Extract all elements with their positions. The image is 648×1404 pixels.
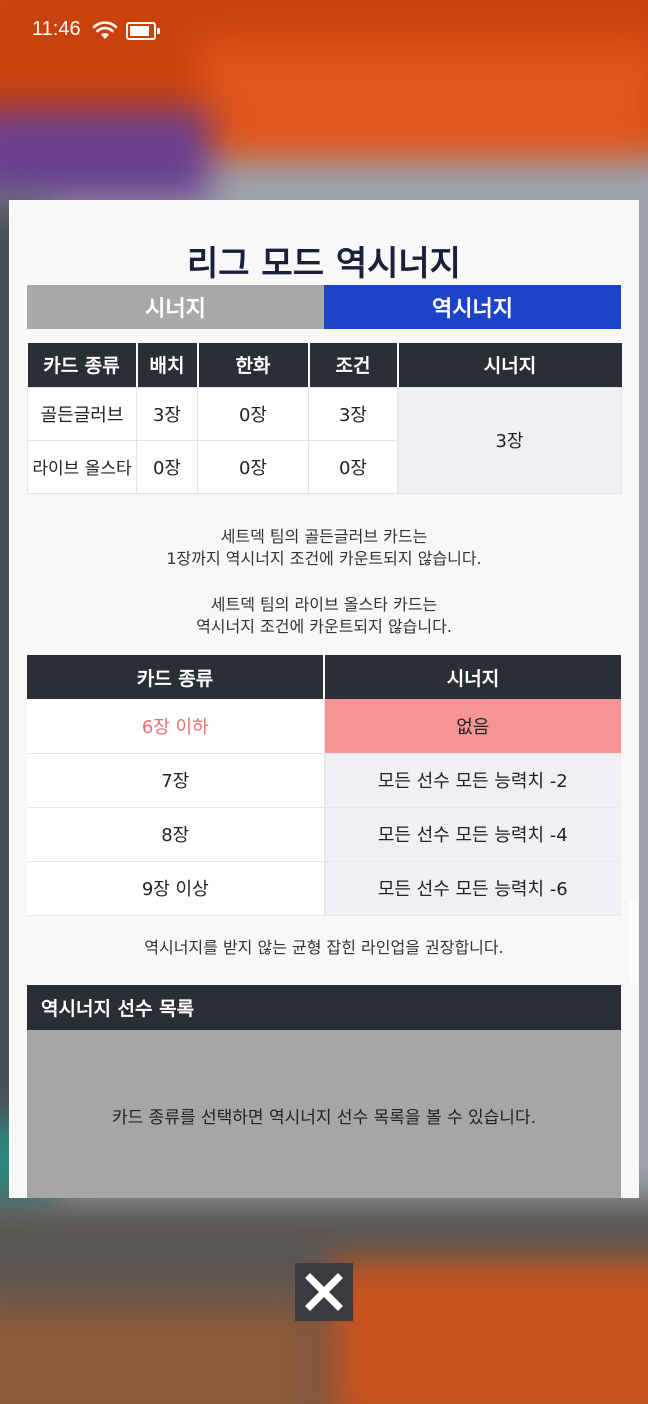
col-hanwha: 한화 — [197, 343, 310, 387]
table-row: 8장 모든 선수 모든 능력치 -4 — [27, 807, 621, 862]
wifi-icon — [92, 21, 118, 39]
reverse-synergy-modal: 리그 모드 역시너지 시너지 역시너지 카드 종류 배치 한화 조건 시너지 골… — [9, 200, 639, 1198]
tab-reverse-synergy[interactable]: 역시너지 — [324, 285, 621, 329]
note-line: 세트덱 팀의 라이브 올스타 카드는 — [210, 595, 438, 614]
condition-cell: 3장 — [308, 386, 398, 441]
effect-cell: 없음 — [324, 699, 621, 754]
battery-icon — [126, 22, 160, 40]
tab-synergy[interactable]: 시너지 — [27, 285, 324, 329]
col-placed: 배치 — [136, 343, 199, 387]
col-card-type: 카드 종류 — [27, 655, 325, 699]
hanwha-cell: 0장 — [197, 439, 309, 494]
placed-cell: 0장 — [136, 439, 198, 494]
col-condition: 조건 — [308, 343, 399, 387]
synergy-total-cell: 3장 — [397, 386, 622, 494]
table-row: 7장 모든 선수 모든 능력치 -2 — [27, 753, 621, 808]
status-time: 11:46 — [32, 18, 81, 40]
card-count-cell: 9장 이상 — [27, 861, 325, 916]
player-list-header: 역시너지 선수 목록 — [27, 985, 621, 1030]
penalty-table: 카드 종류 시너지 6장 이하 없음 7장 모든 선수 모든 능력치 -2 8장… — [27, 655, 621, 916]
card-count-cell: 8장 — [27, 807, 325, 862]
table-row: 9장 이상 모든 선수 모든 능력치 -6 — [27, 861, 621, 916]
table-header-row: 카드 종류 시너지 — [27, 655, 621, 699]
placed-cell: 3장 — [136, 386, 198, 441]
note-line: 역시너지 조건에 카운트되지 않습니다. — [196, 617, 452, 636]
table-row: 골든글러브 3장 0장 3장 3장 — [27, 386, 622, 494]
status-bar: 11:46 — [0, 0, 648, 64]
effect-cell: 모든 선수 모든 능력치 -6 — [324, 861, 621, 916]
note-line: 1장까지 역시너지 조건에 카운트되지 않습니다. — [166, 549, 482, 568]
card-type-cell: 골든글러브 — [27, 386, 137, 441]
card-count-cell: 6장 이하 — [27, 699, 325, 754]
synergy-tabs: 시너지 역시너지 — [27, 285, 621, 329]
effect-cell: 모든 선수 모든 능력치 -2 — [324, 753, 621, 808]
card-type-cell: 라이브 올스타 — [27, 439, 137, 494]
col-card-type: 카드 종류 — [27, 343, 138, 387]
col-synergy: 시너지 — [397, 343, 622, 387]
table-row: 라이브 올스타 0장 0장 0장 — [27, 439, 622, 494]
col-synergy: 시너지 — [324, 655, 621, 699]
all-star-note: 세트덱 팀의 라이브 올스타 카드는 역시너지 조건에 카운트되지 않습니다. — [9, 594, 639, 638]
golden-glove-note: 세트덱 팀의 골든글러브 카드는 1장까지 역시너지 조건에 카운트되지 않습니… — [9, 526, 639, 570]
recommendation-text: 역시너지를 받지 않는 균형 잡힌 라인업을 권장합니다. — [144, 938, 504, 957]
table-row: 6장 이하 없음 — [27, 699, 621, 754]
hanwha-cell: 0장 — [197, 386, 309, 441]
note-line: 세트덱 팀의 골든글러브 카드는 — [220, 527, 428, 546]
table-header-row: 카드 종류 배치 한화 조건 시너지 — [27, 343, 622, 387]
card-count-table: 카드 종류 배치 한화 조건 시너지 골든글러브 3장 0장 3장 3장 라이브… — [27, 343, 622, 494]
card-count-cell: 7장 — [27, 753, 325, 808]
player-list-empty: 카드 종류를 선택하면 역시너지 선수 목록을 볼 수 있습니다. — [27, 1030, 621, 1198]
effect-cell: 모든 선수 모든 능력치 -4 — [324, 807, 621, 862]
close-icon — [305, 1273, 343, 1311]
close-button[interactable] — [295, 1263, 353, 1321]
scrollbar[interactable] — [629, 900, 637, 984]
modal-title: 리그 모드 역시너지 — [187, 244, 461, 284]
condition-cell: 0장 — [308, 439, 398, 494]
empty-message: 카드 종류를 선택하면 역시너지 선수 목록을 볼 수 있습니다. — [112, 1107, 536, 1128]
